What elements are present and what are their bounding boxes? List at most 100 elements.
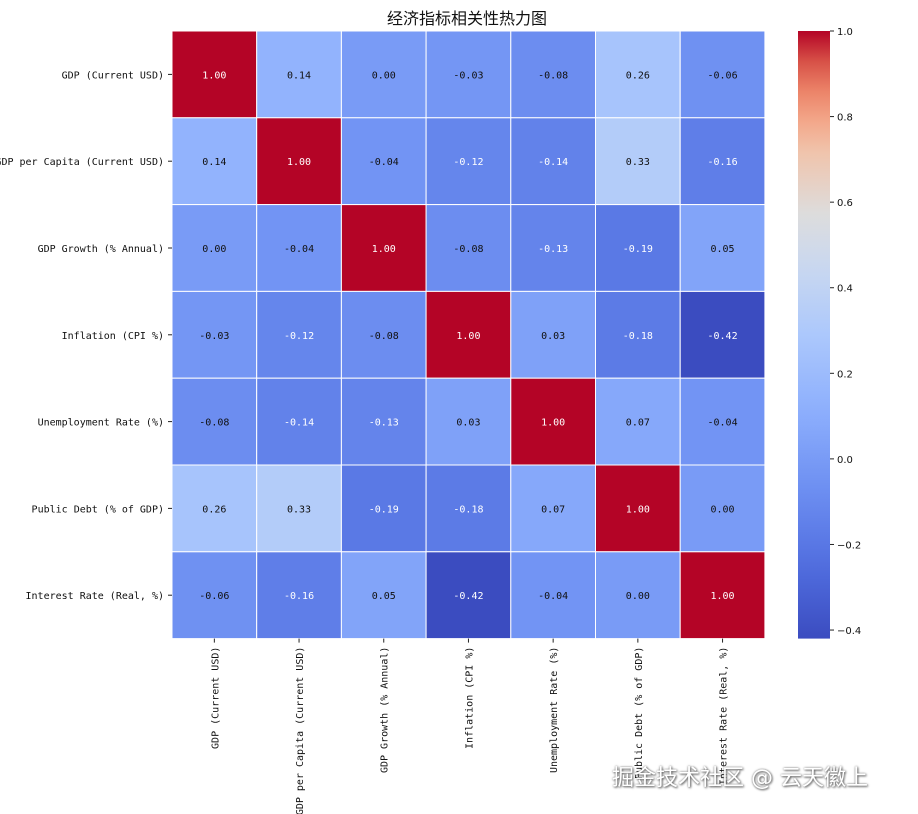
y-tick-label: GDP Growth (% Annual) (38, 244, 164, 255)
cell-value-label: 0.33 (626, 157, 650, 168)
heatmap-cell (256, 290, 342, 379)
cell-value-label: -0.03 (199, 331, 229, 342)
heatmap-cell (679, 290, 766, 379)
heatmap-cell (510, 204, 596, 292)
y-tick-label: Unemployment Rate (%) (38, 418, 164, 429)
cell-value-label: -0.04 (707, 418, 737, 429)
heatmap-cell (256, 30, 342, 119)
colorbar-tick-label: −0.4 (837, 626, 861, 637)
cell-value-label: -0.12 (453, 157, 483, 168)
heatmap-cells: 1.00 0.14 0.00 -0.03 -0.08 0.26 -0.06 0.14 1.00 -… (171, 30, 766, 640)
cell-value-label: -0.19 (369, 504, 399, 515)
cell-value-label: 1.00 (287, 157, 311, 168)
x-tick-label: GDP per Capita (Current USD) (295, 647, 306, 814)
heatmap-cell (171, 377, 258, 466)
cell-value-label: 0.03 (541, 331, 565, 342)
cell-value-label: -0.08 (369, 331, 399, 342)
cell-value-label: 0.00 (372, 70, 396, 81)
cell-value-label: -0.16 (284, 591, 314, 602)
heatmap-cell (679, 551, 766, 640)
cell-value-label: -0.12 (284, 331, 314, 342)
cell-value-label: -0.16 (707, 157, 737, 168)
x-tick-label: Inflation (CPI %) (464, 647, 475, 749)
heatmap-cell (425, 30, 512, 119)
heatmap-cell (510, 30, 596, 119)
heatmap-cell (171, 464, 258, 553)
heatmap-cell (595, 30, 681, 119)
cell-value-label: 0.26 (626, 70, 650, 81)
heatmap-cell (595, 204, 681, 292)
cell-value-label: -0.19 (623, 244, 653, 255)
heatmap-cell (510, 464, 596, 553)
heatmap-cell (679, 464, 766, 553)
heatmap-cell (510, 551, 596, 640)
cell-value-label: 0.03 (456, 418, 480, 429)
colorbar: 1.0 0.8 0.6 0.4 0.2 0.0 −0.2 −0.4 (798, 27, 861, 639)
heatmap-cell (425, 204, 512, 292)
colorbar-tick-label: 1.0 (837, 27, 853, 38)
cell-value-label: -0.06 (199, 591, 229, 602)
cell-value-label: 1.00 (456, 331, 480, 342)
cell-value-label: 0.14 (202, 157, 226, 168)
colorbar-tick-label: 0.0 (837, 455, 853, 466)
colorbar-tick-label: 0.2 (837, 369, 853, 380)
cell-value-label: 0.33 (287, 504, 311, 515)
cell-value-label: -0.14 (538, 157, 568, 168)
cell-value-label: -0.18 (453, 504, 483, 515)
cell-value-label: -0.08 (538, 70, 568, 81)
heatmap-cell (340, 377, 427, 466)
cell-value-label: -0.08 (453, 244, 483, 255)
heatmap-cell (340, 117, 427, 206)
heatmap-cell (595, 117, 681, 206)
y-tick-label: GDP (Current USD) (62, 70, 164, 81)
heatmap-cell (510, 117, 596, 206)
heatmap-cell (425, 551, 512, 640)
heatmap-cell (256, 464, 342, 553)
heatmap-cell (425, 290, 512, 379)
x-tick-label: Interest Rate (Real, %) (719, 647, 730, 785)
heatmap-cell (340, 551, 427, 640)
cell-value-label: -0.04 (538, 591, 568, 602)
cell-value-label: 0.00 (711, 504, 735, 515)
cell-value-label: 0.07 (541, 504, 565, 515)
cell-value-label: -0.42 (707, 331, 737, 342)
cell-value-label: -0.04 (284, 244, 314, 255)
cell-value-label: -0.03 (453, 70, 483, 81)
cell-value-label: 0.00 (202, 244, 226, 255)
cell-value-label: 1.00 (541, 418, 565, 429)
heatmap-cell (340, 30, 427, 119)
heatmap-cell (595, 551, 681, 640)
cell-value-label: -0.18 (623, 331, 653, 342)
heatmap-cell (171, 290, 258, 379)
cell-value-label: 0.07 (626, 418, 650, 429)
cell-value-label: -0.08 (199, 418, 229, 429)
chart-title: 经济指标相关性热力图 (387, 9, 547, 28)
y-tick-label: GDP per Capita (Current USD) (0, 157, 164, 168)
cell-value-label: -0.14 (284, 418, 314, 429)
cell-value-label: 0.05 (372, 591, 396, 602)
colorbar-gradient (798, 31, 830, 639)
cell-value-label: 0.05 (711, 244, 735, 255)
heatmap-cell (171, 551, 258, 640)
colorbar-tick-label: 0.4 (837, 284, 853, 295)
cell-value-label: 1.00 (202, 70, 226, 81)
cell-value-label: 0.14 (287, 70, 311, 81)
cell-value-label: 1.00 (372, 244, 396, 255)
heatmap-cell (340, 464, 427, 553)
heatmap-cell (679, 204, 766, 292)
y-tick-label: Inflation (CPI %) (62, 331, 164, 342)
cell-value-label: 0.26 (202, 504, 226, 515)
colorbar-tick-label: 0.8 (837, 113, 853, 124)
cell-value-label: 0.00 (626, 591, 650, 602)
x-axis-labels: GDP (Current USD) GDP per Capita (Current… (210, 638, 730, 814)
heatmap-cell (256, 204, 342, 292)
cell-value-label: -0.04 (369, 157, 399, 168)
x-tick-label: Unemployment Rate (%) (549, 647, 560, 773)
heatmap-cell (425, 464, 512, 553)
heatmap-cell (595, 290, 681, 379)
colorbar-tick-label: 0.6 (837, 198, 853, 209)
x-tick-label: Public Debt (% of GDP) (634, 647, 645, 779)
heatmap-cell (679, 377, 766, 466)
cell-value-label: -0.13 (369, 418, 399, 429)
